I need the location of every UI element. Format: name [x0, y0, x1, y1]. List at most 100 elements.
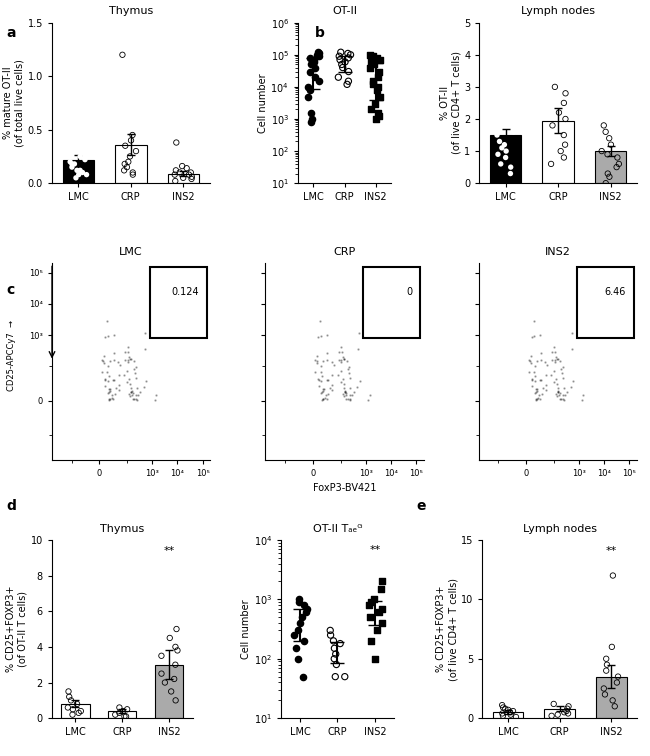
Point	[316, 360, 326, 372]
Point	[535, 392, 545, 404]
Point	[547, 354, 557, 366]
Point	[79, 140, 90, 152]
Point	[334, 50, 345, 62]
Point	[109, 329, 119, 341]
Point	[304, 52, 315, 64]
Point	[551, 352, 561, 364]
Point	[549, 365, 560, 377]
Point	[124, 373, 135, 386]
Point	[353, 343, 363, 355]
Point	[160, 677, 170, 689]
Point	[109, 374, 119, 386]
Point	[525, 355, 536, 367]
Point	[339, 390, 349, 402]
Point	[174, 166, 185, 178]
Point	[559, 151, 569, 163]
Point	[336, 354, 346, 366]
Point	[559, 97, 569, 109]
Point	[540, 369, 551, 381]
Point	[99, 331, 110, 343]
Point	[562, 702, 573, 714]
Text: a: a	[6, 26, 16, 41]
Point	[546, 370, 556, 382]
Point	[343, 75, 354, 87]
Point	[558, 393, 569, 405]
Point	[131, 372, 141, 384]
Point	[371, 113, 382, 125]
Point	[127, 169, 138, 181]
Point	[108, 392, 118, 404]
Point	[601, 665, 612, 677]
Point	[68, 703, 78, 715]
Point	[339, 377, 349, 389]
Point	[374, 66, 384, 78]
Point	[105, 385, 115, 397]
Point	[493, 148, 503, 160]
Point	[119, 164, 129, 176]
Point	[326, 629, 336, 641]
Point	[131, 393, 142, 405]
Point	[313, 373, 324, 385]
Point	[181, 162, 192, 174]
Point	[317, 375, 327, 387]
Point	[343, 66, 354, 78]
Text: 0.124: 0.124	[172, 287, 199, 297]
Point	[551, 389, 561, 401]
Bar	[595, 151, 627, 183]
Point	[324, 383, 335, 395]
Point	[340, 386, 350, 398]
Bar	[109, 711, 136, 718]
Point	[552, 353, 563, 365]
Point	[492, 113, 502, 125]
Point	[533, 392, 543, 404]
Point	[597, 145, 607, 157]
Point	[336, 356, 346, 368]
Point	[107, 392, 117, 404]
Point	[337, 61, 348, 73]
Point	[119, 711, 129, 723]
Point	[326, 356, 337, 368]
Point	[72, 164, 82, 176]
Point	[97, 367, 107, 379]
Text: e: e	[416, 499, 426, 513]
Point	[98, 355, 109, 367]
Point	[67, 161, 77, 173]
Point	[554, 387, 565, 399]
Point	[294, 596, 304, 608]
Point	[121, 711, 131, 723]
Point	[140, 343, 150, 355]
Point	[75, 164, 85, 176]
Point	[344, 367, 354, 380]
Point	[530, 375, 540, 387]
Point	[337, 373, 348, 386]
Point	[540, 380, 551, 392]
Point	[373, 107, 384, 119]
Point	[309, 54, 319, 66]
Point	[302, 603, 313, 615]
Point	[109, 347, 119, 359]
Point	[497, 699, 508, 711]
Point	[363, 599, 374, 611]
Point	[562, 705, 572, 717]
Point	[556, 393, 567, 405]
Point	[525, 358, 536, 370]
Text: d: d	[6, 499, 16, 513]
Point	[320, 392, 330, 404]
Point	[613, 671, 623, 683]
Point	[603, 168, 613, 180]
Point	[610, 700, 620, 712]
Point	[373, 71, 384, 83]
Point	[345, 382, 356, 394]
Point	[500, 71, 511, 83]
Point	[372, 52, 382, 64]
Point	[560, 138, 570, 150]
Point	[300, 606, 311, 618]
Point	[122, 354, 133, 366]
Point	[331, 648, 341, 660]
Point	[131, 145, 141, 157]
Point	[314, 48, 324, 60]
Point	[122, 341, 133, 353]
Title: Lymph nodes: Lymph nodes	[523, 523, 597, 534]
Point	[64, 145, 75, 157]
Point	[337, 352, 348, 364]
